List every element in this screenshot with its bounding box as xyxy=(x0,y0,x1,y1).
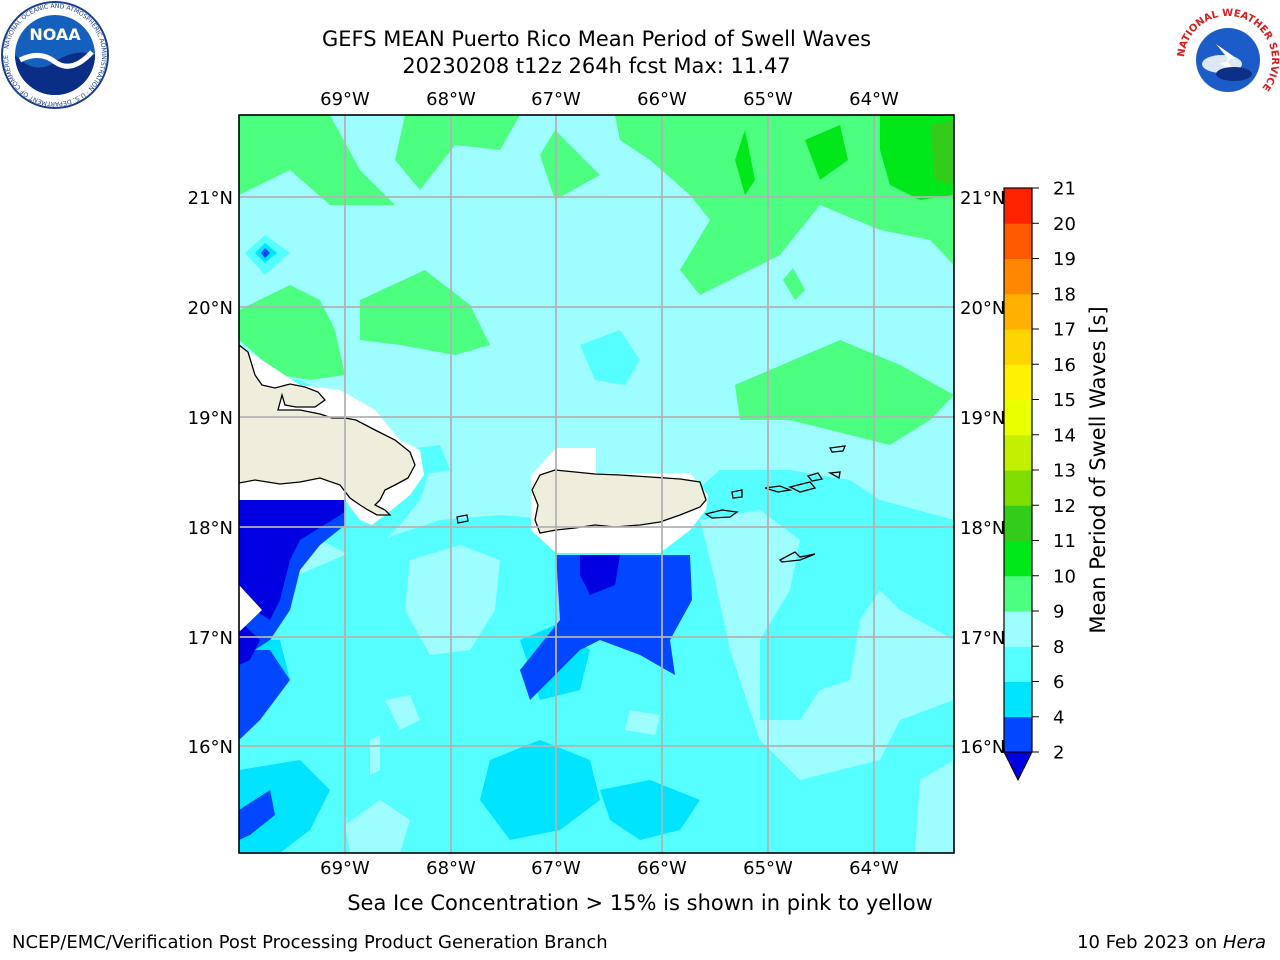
colorbar-tick-label: 21 xyxy=(1053,179,1076,200)
lon-label-top: 64°W xyxy=(849,89,899,110)
footer-host: Hera xyxy=(1222,932,1266,953)
colorbar-band xyxy=(1004,434,1032,471)
lon-label-bottom: 68°W xyxy=(426,858,476,879)
lon-label-bottom: 64°W xyxy=(849,858,899,879)
chart-subtitle: 20230208 t12z 264h fcst Max: 11.47 xyxy=(402,54,791,78)
colorbar-band xyxy=(1004,575,1032,612)
lon-label-top: 68°W xyxy=(426,89,476,110)
lat-label-right: 17°N xyxy=(960,628,1005,649)
lat-label-right: 19°N xyxy=(960,408,1005,429)
colorbar-tick-label: 20 xyxy=(1053,214,1076,235)
colorbar-tick-label: 6 xyxy=(1053,672,1064,693)
lon-label-top: 65°W xyxy=(743,89,793,110)
lon-label-top: 66°W xyxy=(637,89,687,110)
lat-label-right: 18°N xyxy=(960,518,1005,539)
colorbar-tick-label: 8 xyxy=(1053,637,1064,658)
footer-date: 10 Feb 2023 on Hera xyxy=(1077,932,1266,953)
colorbar-extend-min xyxy=(1003,751,1033,782)
lon-label-top: 69°W xyxy=(320,89,370,110)
lat-label-right: 16°N xyxy=(960,737,1005,758)
lat-label-left: 17°N xyxy=(188,628,233,649)
chart-title: GEFS MEAN Puerto Rico Mean Period of Swe… xyxy=(321,27,872,51)
colorbar-band xyxy=(1004,329,1032,365)
colorbar-tick-label: 17 xyxy=(1053,320,1076,341)
lat-label-left: 19°N xyxy=(188,408,233,429)
colorbar-tick-label: 10 xyxy=(1053,566,1076,587)
noaa-logo: NATIONAL OCEANIC AND ATMOSPHERIC ADMINIS… xyxy=(1,1,109,109)
lat-label-left: 20°N xyxy=(188,298,233,319)
lat-label-left: 16°N xyxy=(188,737,233,758)
colorbar-tick-label: 9 xyxy=(1053,602,1064,623)
colorbar-band xyxy=(1004,258,1032,295)
footer-credit: NCEP/EMC/Verification Post Processing Pr… xyxy=(12,932,608,953)
colorbar-band xyxy=(1004,505,1032,541)
noaa-logo-text: NOAA xyxy=(29,25,81,44)
colorbar-band xyxy=(1004,293,1032,330)
lat-label-right: 20°N xyxy=(960,298,1005,319)
lon-label-bottom: 65°W xyxy=(743,858,793,879)
lon-label-bottom: 67°W xyxy=(531,858,581,879)
colorbar-tick-label: 13 xyxy=(1053,461,1076,482)
colorbar-band xyxy=(1004,470,1032,506)
colorbar-tick-label: 19 xyxy=(1053,249,1076,270)
lat-label-left: 18°N xyxy=(188,518,233,539)
colorbar-tick-label: 16 xyxy=(1053,355,1076,376)
lon-label-bottom: 66°W xyxy=(637,858,687,879)
colorbar-band xyxy=(1004,364,1032,400)
colorbar-tick-label: 11 xyxy=(1053,531,1076,552)
colorbar-band xyxy=(1004,611,1032,647)
sea-ice-note: Sea Ice Concentration > 15% is shown in … xyxy=(347,891,933,915)
lat-label-right: 21°N xyxy=(960,188,1005,209)
lon-label-top: 67°W xyxy=(531,89,581,110)
colorbar-tick-label: 12 xyxy=(1053,496,1076,517)
colorbar-band xyxy=(1004,716,1032,753)
colorbar-tick-label: 15 xyxy=(1053,390,1076,411)
nws-logo: NATIONAL WEATHER SERVICE xyxy=(1176,8,1280,110)
colorbar-band xyxy=(1004,681,1032,718)
colorbar-tick-label: 18 xyxy=(1053,284,1076,305)
colorbar-band xyxy=(1004,646,1032,682)
colorbar-tick-label: 4 xyxy=(1053,707,1064,728)
colorbar-band xyxy=(1004,399,1032,436)
colorbar-tick-label: 2 xyxy=(1053,743,1064,764)
lon-label-bottom: 69°W xyxy=(320,858,370,879)
colorbar-tick-label: 14 xyxy=(1053,425,1076,446)
colorbar-band xyxy=(1004,540,1032,577)
colorbar-band xyxy=(1004,223,1032,259)
colorbar-band xyxy=(1004,188,1032,224)
lat-label-left: 21°N xyxy=(188,188,233,209)
colorbar-label: Mean Period of Swell Waves [s] xyxy=(1086,306,1110,634)
